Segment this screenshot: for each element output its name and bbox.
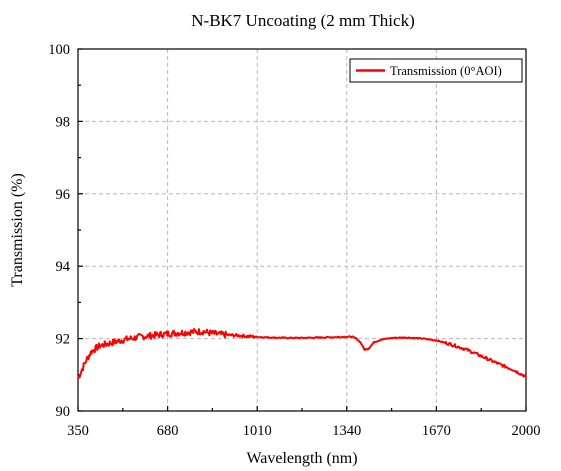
x-tick-label: 1340 [332, 423, 361, 439]
x-tick-label: 2000 [512, 423, 541, 439]
y-tick-labels: 90 92 94 96 98 100 [48, 42, 71, 420]
x-tick-label: 1010 [243, 423, 272, 439]
grid-lines [78, 49, 526, 411]
legend-label: Transmission (0°AOI) [390, 64, 502, 78]
series-layer [77, 328, 527, 379]
plot-frame [77, 48, 527, 412]
y-axis-label: Transmission (%) [9, 173, 26, 287]
legend: Transmission (0°AOI) [349, 58, 523, 83]
y-tick-label: 90 [56, 404, 71, 420]
x-tick-labels: 350 680 1010 1340 1670 2000 [67, 423, 540, 439]
y-tick-label: 100 [48, 42, 70, 58]
series-line-transmission [77, 328, 527, 379]
x-tick-label: 350 [67, 423, 89, 439]
x-tick-label: 680 [157, 423, 179, 439]
x-axis-label: Wavelength (nm) [246, 450, 357, 467]
chart-title: N-BK7 Uncoating (2 mm Thick) [191, 11, 414, 30]
x-tick-label: 1670 [422, 423, 451, 439]
y-tick-label: 94 [56, 259, 71, 275]
axis-ticks [77, 48, 527, 412]
y-tick-label: 98 [56, 114, 71, 130]
legend-box [349, 58, 523, 83]
y-tick-label: 96 [56, 187, 71, 203]
y-tick-label: 92 [56, 332, 71, 348]
